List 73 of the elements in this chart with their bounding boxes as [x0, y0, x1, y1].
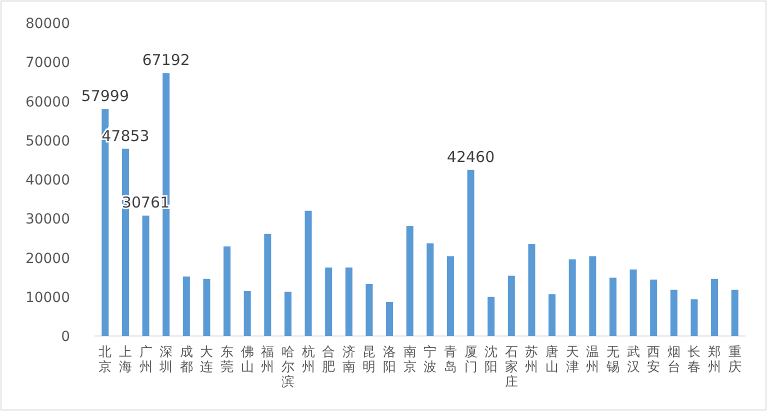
bar: [711, 278, 718, 336]
y-tick-label: 70000: [25, 55, 70, 72]
bar: [446, 256, 454, 336]
bar: [182, 276, 190, 336]
x-tick-label: 广州: [139, 345, 152, 375]
x-tick-label: 洛阳: [383, 345, 396, 375]
x-tick-label: 温州: [586, 345, 600, 375]
x-tick-label: 北京: [98, 345, 112, 375]
x-tick-label: 宁波: [424, 344, 437, 375]
x-tick-label: 重庆: [728, 345, 742, 375]
bar: [264, 234, 272, 336]
x-tick-label: 成都: [180, 345, 193, 375]
x-tick-label: 厦门: [464, 345, 478, 375]
bar: [203, 278, 210, 336]
x-tick-label: 哈尔滨: [281, 345, 294, 390]
data-label: 42460: [446, 148, 495, 166]
bar: [589, 256, 596, 336]
x-tick-label: 上海: [118, 345, 132, 375]
bar: [304, 210, 312, 336]
bar: [488, 296, 495, 336]
bar: [406, 226, 414, 336]
x-tick-label: 福州: [261, 345, 274, 375]
bar: [224, 246, 231, 336]
bar: [630, 269, 637, 336]
y-tick-label: 80000: [25, 16, 70, 32]
bar: [366, 284, 373, 336]
y-tick-label: 10000: [25, 290, 70, 306]
y-tick-label: 30000: [25, 212, 70, 228]
x-tick-label: 郑州: [708, 345, 722, 375]
data-label: 57999: [81, 87, 130, 106]
y-tick-label: 0: [61, 329, 70, 345]
bar: [548, 294, 556, 336]
x-tick-label: 武汉: [626, 345, 640, 375]
bar: [609, 278, 616, 336]
bar: [325, 268, 332, 336]
bar: [386, 302, 394, 336]
bar: [731, 290, 738, 336]
bar: [568, 259, 576, 336]
y-tick-label: 50000: [25, 133, 70, 150]
y-tick-label: 40000: [25, 172, 70, 188]
bar: [528, 244, 536, 336]
x-tick-label: 济南: [342, 345, 356, 375]
bar: [670, 290, 678, 336]
x-tick-label: 南京: [403, 345, 416, 375]
x-tick-label: 石家庄: [504, 345, 518, 390]
x-tick-label: 杭州: [300, 345, 315, 375]
y-tick-label: 20000: [25, 250, 70, 267]
x-tick-label: 深圳: [158, 345, 173, 375]
x-tick-label: 西安: [647, 345, 660, 375]
data-label: 67192: [142, 51, 190, 70]
x-tick-label: 唐山: [546, 345, 559, 375]
x-tick-label: 佛山: [240, 345, 254, 375]
x-tick-label: 昆明: [362, 345, 376, 375]
x-tick-label: 长春: [688, 345, 701, 375]
x-tick-label: 烟台: [667, 345, 680, 375]
bar: [142, 216, 150, 336]
x-tick-label: 天津: [566, 345, 579, 375]
bar: [467, 170, 474, 336]
bar: [508, 276, 515, 336]
x-tick-label: 合肥: [322, 345, 336, 375]
x-tick-label: 苏州: [525, 345, 538, 375]
y-tick-label: 60000: [25, 94, 70, 110]
bar: [284, 292, 292, 336]
x-tick-label: 沈阳: [484, 345, 498, 375]
bar: [690, 299, 698, 336]
x-tick-label: 无锡: [605, 345, 620, 375]
x-tick-label: 青岛: [444, 345, 457, 375]
x-tick-label: 东莞: [220, 345, 234, 375]
x-tick-label: 大连: [200, 345, 214, 375]
bar: [650, 280, 658, 336]
bar: [345, 268, 352, 336]
bar: [244, 291, 251, 336]
bar: [426, 243, 434, 336]
